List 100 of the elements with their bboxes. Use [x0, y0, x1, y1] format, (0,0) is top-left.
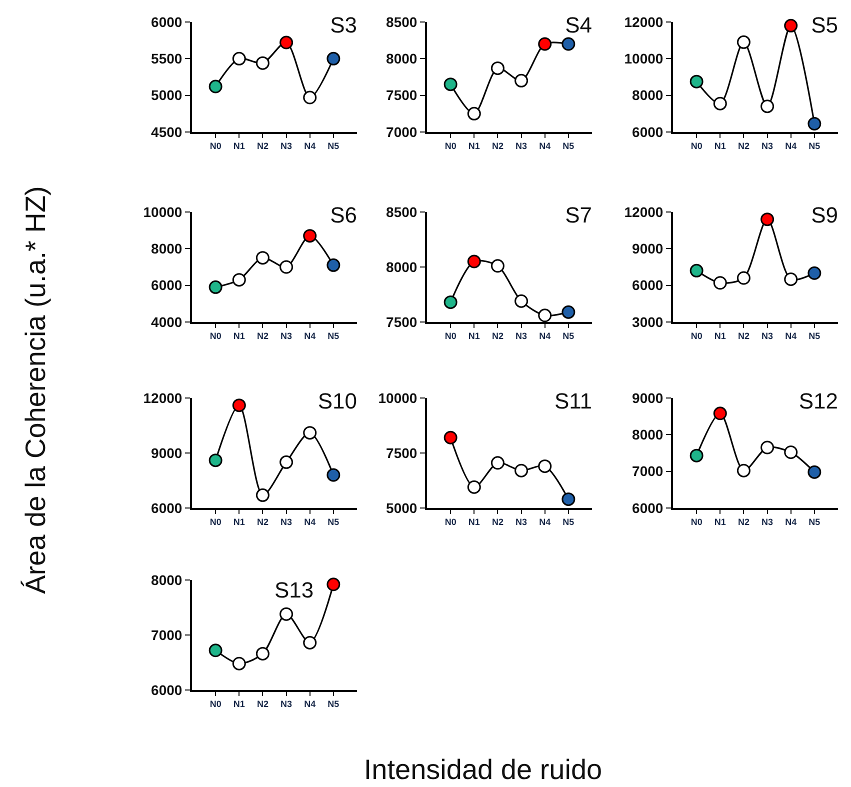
x-tick-label: N2: [256, 330, 268, 341]
chart-title: S6: [330, 202, 357, 228]
y-tick-label: 6000: [632, 500, 664, 516]
x-tick-label: N1: [233, 330, 245, 341]
x-tick-label: N0: [210, 140, 222, 151]
y-tick-label: 9000: [151, 444, 182, 461]
chart-title: S12: [798, 388, 838, 414]
y-tick-label: 5000: [386, 500, 418, 516]
x-tick-label: N3: [762, 330, 774, 341]
point: [467, 106, 481, 120]
point: [326, 468, 340, 482]
point: [562, 305, 576, 319]
y-tick-label: 9000: [632, 390, 664, 406]
y-tick-label: 8000: [151, 240, 182, 257]
x-tick-label: N0: [444, 330, 456, 341]
y-tick-label: 10000: [624, 50, 664, 67]
point: [490, 259, 504, 273]
x-tick-label: N3: [516, 140, 528, 151]
point: [736, 35, 750, 49]
y-tick-label: 8000: [386, 50, 418, 67]
point: [784, 18, 798, 32]
point: [232, 656, 246, 670]
point: [208, 454, 222, 468]
x-tick-label: N2: [256, 516, 268, 527]
y-tick-label: 7000: [632, 463, 664, 480]
x-tick-label: N0: [690, 140, 702, 151]
point: [538, 37, 552, 51]
y-tick-label: 8500: [386, 14, 418, 30]
x-tick-label: N4: [539, 140, 551, 151]
y-tick-label: 6000: [632, 124, 664, 140]
x-tick-label: N3: [280, 516, 292, 527]
point: [808, 465, 822, 479]
point: [280, 455, 294, 469]
point: [256, 646, 270, 660]
y-tick-label: 10000: [378, 390, 418, 406]
x-tick-label: N5: [562, 140, 574, 151]
x-tick-label: N0: [690, 330, 702, 341]
x-tick-label: N2: [256, 698, 268, 709]
x-tick-label: N4: [304, 140, 316, 151]
x-tick-label: N2: [492, 140, 504, 151]
point: [784, 272, 798, 286]
x-tick-label: N2: [492, 516, 504, 527]
point: [444, 78, 458, 92]
y-tick-label: 5000: [151, 87, 182, 104]
point: [280, 260, 294, 274]
point: [303, 426, 317, 440]
x-tick-label: N1: [714, 330, 726, 341]
point: [562, 492, 576, 506]
point: [538, 308, 552, 322]
x-tick-label: N4: [785, 140, 797, 151]
point: [326, 52, 340, 66]
point: [784, 446, 798, 460]
point: [232, 398, 246, 412]
point: [326, 578, 340, 592]
x-tick-label: N3: [280, 698, 292, 709]
point: [256, 488, 270, 502]
x-tick-label: N1: [468, 516, 480, 527]
x-tick-label: N4: [304, 330, 316, 341]
x-tick-label: N5: [328, 698, 340, 709]
point: [280, 36, 294, 50]
x-tick-label: N0: [210, 516, 222, 527]
y-tick-label: 7000: [386, 124, 418, 140]
point: [690, 264, 704, 278]
point: [713, 96, 727, 110]
point: [736, 464, 750, 478]
x-tick-label: N2: [492, 330, 504, 341]
chart-title: S10: [318, 388, 357, 414]
x-tick-label: N0: [444, 140, 456, 151]
point: [490, 61, 504, 75]
y-tick-label: 7500: [386, 87, 418, 104]
y-tick-label: 12000: [143, 390, 182, 406]
x-tick-label: N2: [738, 330, 750, 341]
x-tick-label: N4: [539, 330, 551, 341]
point: [760, 100, 774, 114]
x-tick-label: N2: [738, 140, 750, 151]
x-tick-label: N5: [328, 516, 340, 527]
x-tick-label: N2: [738, 516, 750, 527]
x-tick-label: N4: [539, 516, 551, 527]
point: [690, 448, 704, 462]
point: [490, 456, 504, 470]
point: [256, 56, 270, 70]
x-tick-label: N3: [280, 330, 292, 341]
x-tick-label: N3: [762, 516, 774, 527]
x-tick-label: N4: [785, 516, 797, 527]
x-tick-label: N4: [304, 516, 316, 527]
x-tick-label: N1: [714, 140, 726, 151]
y-tick-label: 10000: [143, 204, 182, 220]
point: [326, 258, 340, 272]
x-tick-label: N5: [808, 140, 820, 151]
x-tick-label: N1: [714, 516, 726, 527]
x-tick-label: N0: [210, 698, 222, 709]
y-tick-label: 12000: [624, 204, 664, 220]
point: [232, 273, 246, 287]
x-tick-label: N3: [280, 140, 292, 151]
y-tick-label: 4500: [151, 124, 182, 140]
x-tick-label: N5: [562, 516, 574, 527]
chart-title: S5: [811, 12, 838, 38]
point: [514, 294, 528, 308]
point: [303, 636, 317, 650]
x-tick-label: N5: [562, 330, 574, 341]
